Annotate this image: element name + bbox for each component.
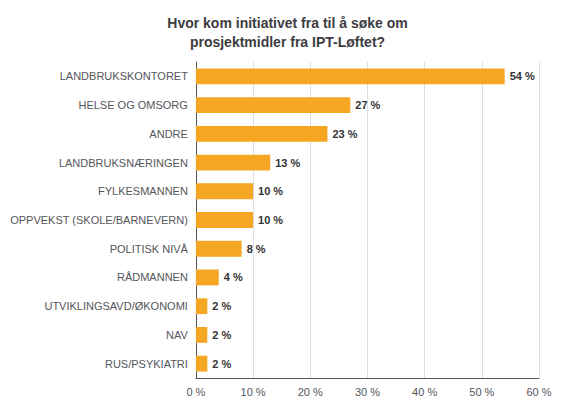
svg-text:13 %: 13 % <box>275 157 300 169</box>
svg-text:40 %: 40 % <box>412 386 437 398</box>
svg-text:8 %: 8 % <box>247 243 266 255</box>
svg-text:ANDRE: ANDRE <box>149 128 188 140</box>
svg-text:20 %: 20 % <box>298 386 323 398</box>
svg-text:OPPVEKST (SKOLE/BARNEVERN): OPPVEKST (SKOLE/BARNEVERN) <box>10 214 188 226</box>
svg-text:30 %: 30 % <box>355 386 380 398</box>
svg-text:27 %: 27 % <box>355 99 380 111</box>
svg-text:FYLKESMANNEN: FYLKESMANNEN <box>98 185 188 197</box>
svg-text:RÅDMANNEN: RÅDMANNEN <box>117 271 188 283</box>
svg-text:LANDBRUKSNÆRINGEN: LANDBRUKSNÆRINGEN <box>59 157 188 169</box>
svg-text:HELSE OG OMSORG: HELSE OG OMSORG <box>78 99 187 111</box>
svg-text:4 %: 4 % <box>224 271 243 283</box>
svg-text:2 %: 2 % <box>212 358 231 370</box>
svg-text:50 %: 50 % <box>469 386 494 398</box>
svg-text:60 %: 60 % <box>526 386 551 398</box>
svg-text:10 %: 10 % <box>258 185 283 197</box>
svg-text:10 %: 10 % <box>241 386 266 398</box>
svg-text:NAV: NAV <box>166 329 188 341</box>
svg-text:2 %: 2 % <box>212 329 231 341</box>
svg-text:0 %: 0 % <box>186 386 205 398</box>
svg-text:prosjektmidler fra IPT-Løftet?: prosjektmidler fra IPT-Løftet? <box>190 34 385 50</box>
svg-text:2 %: 2 % <box>212 300 231 312</box>
svg-text:RUS/PSYKIATRI: RUS/PSYKIATRI <box>105 358 188 370</box>
svg-text:POLITISK NIVÅ: POLITISK NIVÅ <box>110 243 189 255</box>
svg-text:Hvor kom initiativet fra til å: Hvor kom initiativet fra til å søke om <box>167 15 407 31</box>
svg-text:54 %: 54 % <box>510 70 535 82</box>
svg-text:23 %: 23 % <box>332 128 357 140</box>
svg-text:LANDBRUKSKONTORET: LANDBRUKSKONTORET <box>60 70 188 82</box>
svg-text:10 %: 10 % <box>258 214 283 226</box>
svg-text:UTVIKLINGSAVD/ØKONOMI: UTVIKLINGSAVD/ØKONOMI <box>44 300 187 312</box>
